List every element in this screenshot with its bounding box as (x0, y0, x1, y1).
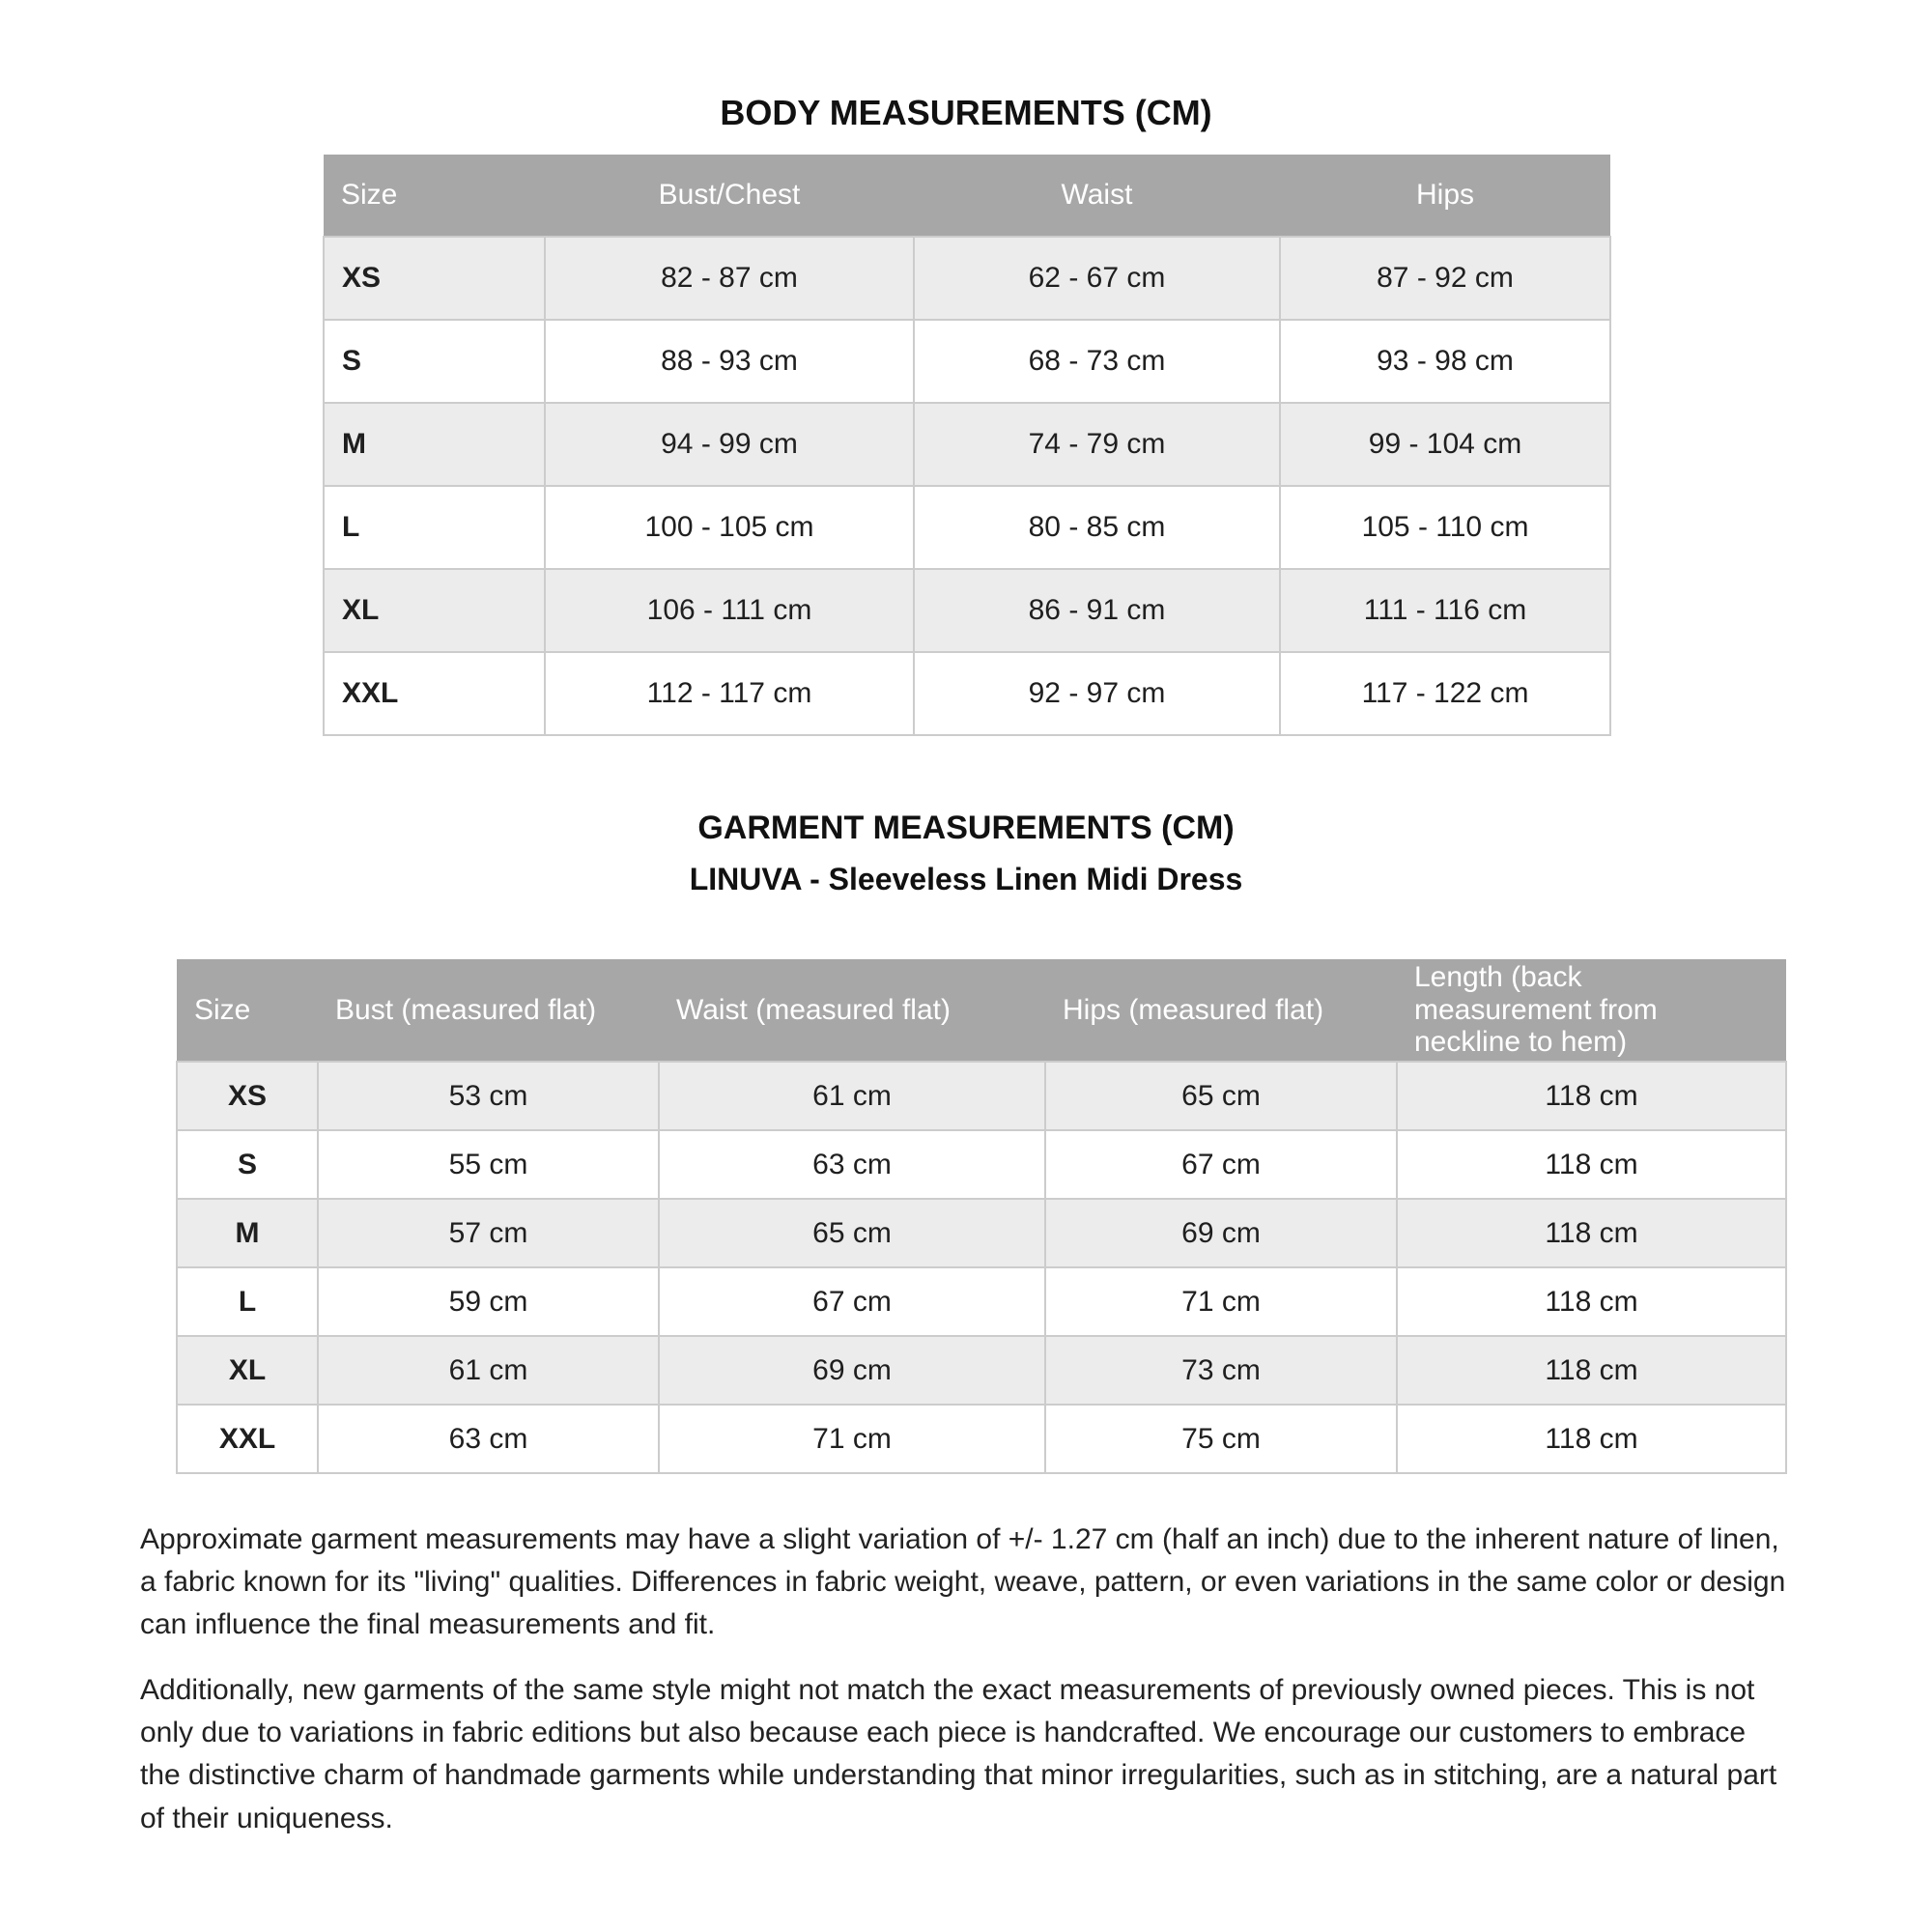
table-row: XL 106 - 111 cm 86 - 91 cm 111 - 116 cm (323, 568, 1611, 653)
table-row: XXL 63 cm 71 cm 75 cm 118 cm (176, 1404, 1787, 1474)
table-cell: 94 - 99 cm (544, 402, 915, 487)
column-header-size: Size (324, 155, 545, 237)
table-cell: 92 - 97 cm (913, 651, 1281, 736)
garment-measurements-table: Size Bust (measured flat) Waist (measure… (176, 959, 1787, 1474)
body-measurements-table: Size Bust/Chest Waist Hips XS 82 - 87 cm… (323, 155, 1611, 736)
table-cell: 112 - 117 cm (544, 651, 915, 736)
table-cell: 65 cm (1044, 1061, 1398, 1131)
table-row: S 55 cm 63 cm 67 cm 118 cm (176, 1129, 1787, 1200)
size-cell: L (176, 1266, 319, 1337)
table-cell: 65 cm (658, 1198, 1046, 1268)
table-cell: 61 cm (658, 1061, 1046, 1131)
table-cell: 118 cm (1396, 1266, 1787, 1337)
table-row: XS 82 - 87 cm 62 - 67 cm 87 - 92 cm (323, 236, 1611, 321)
table-row: XS 53 cm 61 cm 65 cm 118 cm (176, 1061, 1787, 1131)
size-cell: XS (176, 1061, 319, 1131)
column-header-bust-chest: Bust/Chest (545, 155, 914, 237)
note-paragraph-variation: Approximate garment measurements may hav… (140, 1523, 1786, 1641)
size-cell: XXL (323, 651, 546, 736)
table-cell: 73 cm (1044, 1335, 1398, 1406)
size-cell: S (323, 319, 546, 404)
column-header-hips-flat: Hips (measured flat) (1045, 959, 1397, 1062)
size-cell: L (323, 485, 546, 570)
table-cell: 71 cm (658, 1404, 1046, 1474)
table-cell: 57 cm (317, 1198, 660, 1268)
column-header-waist-flat: Waist (measured flat) (659, 959, 1045, 1062)
table-cell: 118 cm (1396, 1335, 1787, 1406)
column-header-waist: Waist (914, 155, 1280, 237)
body-measurements-title: BODY MEASUREMENTS (CM) (720, 93, 1212, 132)
table-cell: 63 cm (317, 1404, 660, 1474)
table-cell: 55 cm (317, 1129, 660, 1200)
table-cell: 118 cm (1396, 1129, 1787, 1200)
column-header-hips: Hips (1280, 155, 1610, 237)
table-cell: 53 cm (317, 1061, 660, 1131)
table-cell: 62 - 67 cm (913, 236, 1281, 321)
table-cell: 80 - 85 cm (913, 485, 1281, 570)
table-row: M 94 - 99 cm 74 - 79 cm 99 - 104 cm (323, 402, 1611, 487)
measurement-notes: Approximate garment measurements may hav… (140, 1519, 1794, 1863)
table-row: S 88 - 93 cm 68 - 73 cm 93 - 98 cm (323, 319, 1611, 404)
table-cell: 105 - 110 cm (1279, 485, 1611, 570)
table-cell: 87 - 92 cm (1279, 236, 1611, 321)
table-cell: 117 - 122 cm (1279, 651, 1611, 736)
size-cell: M (323, 402, 546, 487)
table-cell: 111 - 116 cm (1279, 568, 1611, 653)
table-row: L 59 cm 67 cm 71 cm 118 cm (176, 1266, 1787, 1337)
table-cell: 82 - 87 cm (544, 236, 915, 321)
table-cell: 69 cm (658, 1335, 1046, 1406)
table-row: L 100 - 105 cm 80 - 85 cm 105 - 110 cm (323, 485, 1611, 570)
size-cell: M (176, 1198, 319, 1268)
size-cell: XL (176, 1335, 319, 1406)
product-name-subtitle: LINUVA - Sleeveless Linen Midi Dress (689, 862, 1243, 896)
table-header-row: Size Bust (measured flat) Waist (measure… (177, 959, 1786, 1062)
table-cell: 68 - 73 cm (913, 319, 1281, 404)
table-cell: 100 - 105 cm (544, 485, 915, 570)
size-cell: XS (323, 236, 546, 321)
table-row: XXL 112 - 117 cm 92 - 97 cm 117 - 122 cm (323, 651, 1611, 736)
garment-measurements-title: GARMENT MEASUREMENTS (CM) (697, 810, 1235, 846)
table-cell: 118 cm (1396, 1404, 1787, 1474)
table-cell: 93 - 98 cm (1279, 319, 1611, 404)
table-header-row: Size Bust/Chest Waist Hips (324, 155, 1610, 237)
column-header-bust-flat: Bust (measured flat) (318, 959, 659, 1062)
table-cell: 75 cm (1044, 1404, 1398, 1474)
size-cell: XXL (176, 1404, 319, 1474)
table-cell: 86 - 91 cm (913, 568, 1281, 653)
table-row: M 57 cm 65 cm 69 cm 118 cm (176, 1198, 1787, 1268)
table-cell: 118 cm (1396, 1061, 1787, 1131)
size-cell: XL (323, 568, 546, 653)
table-cell: 61 cm (317, 1335, 660, 1406)
note-paragraph-handcrafted: Additionally, new garments of the same s… (140, 1674, 1777, 1834)
table-cell: 71 cm (1044, 1266, 1398, 1337)
table-cell: 69 cm (1044, 1198, 1398, 1268)
column-header-length: Length (back measurement from neckline t… (1397, 959, 1786, 1062)
table-cell: 67 cm (658, 1266, 1046, 1337)
table-cell: 99 - 104 cm (1279, 402, 1611, 487)
column-header-size: Size (177, 959, 318, 1062)
table-row: XL 61 cm 69 cm 73 cm 118 cm (176, 1335, 1787, 1406)
table-cell: 63 cm (658, 1129, 1046, 1200)
table-cell: 74 - 79 cm (913, 402, 1281, 487)
table-cell: 59 cm (317, 1266, 660, 1337)
table-cell: 118 cm (1396, 1198, 1787, 1268)
table-cell: 88 - 93 cm (544, 319, 915, 404)
size-cell: S (176, 1129, 319, 1200)
table-cell: 67 cm (1044, 1129, 1398, 1200)
table-cell: 106 - 111 cm (544, 568, 915, 653)
